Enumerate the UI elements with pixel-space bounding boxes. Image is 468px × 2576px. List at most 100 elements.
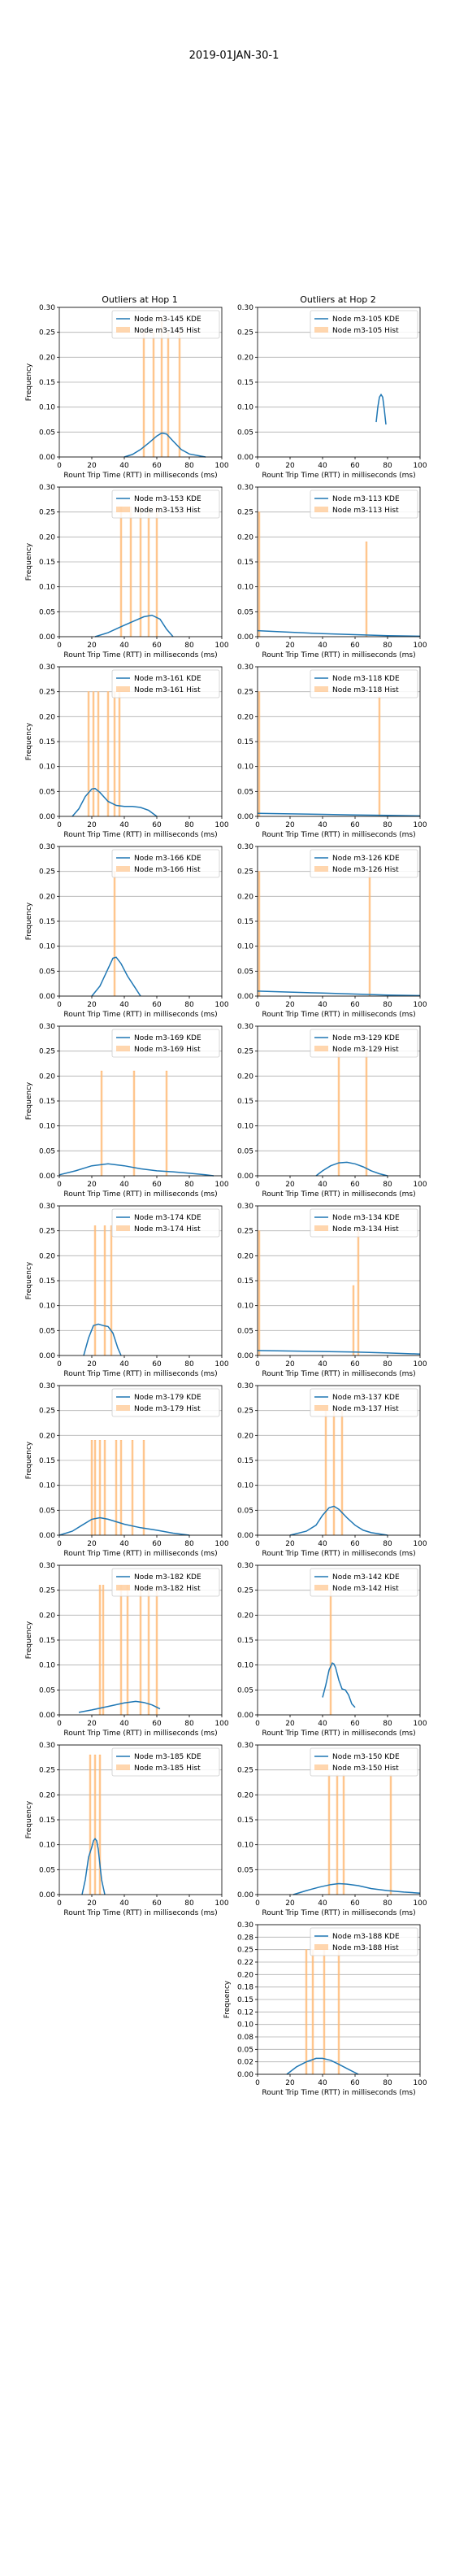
x-tick-label: 80 bbox=[383, 1001, 392, 1009]
legend-box bbox=[310, 849, 418, 878]
axes-frame bbox=[257, 486, 421, 637]
y-tick-label: 0.05 bbox=[237, 2046, 254, 2054]
legend-kde-label: Node m3-134 KDE bbox=[332, 1214, 400, 1222]
x-tick-label: 0 bbox=[57, 821, 62, 829]
y-tick-label: 0.30 bbox=[237, 304, 254, 312]
y-tick-label: 0.10 bbox=[237, 1123, 254, 1131]
y-tick-label: 0.25 bbox=[39, 868, 55, 877]
y-tick-label: 0.30 bbox=[237, 1203, 254, 1211]
axes-frame bbox=[257, 307, 421, 458]
x-tick-label: 60 bbox=[350, 1001, 360, 1009]
hist-bar bbox=[93, 1440, 97, 1536]
hist-bar bbox=[139, 507, 142, 637]
hist-bar bbox=[332, 1410, 336, 1536]
legend-hist-label: Node m3-137 Hist bbox=[332, 1405, 399, 1413]
y-tick-label: 0.15 bbox=[237, 738, 254, 746]
x-tick-label: 80 bbox=[184, 1899, 194, 1908]
hist-bar bbox=[142, 332, 145, 458]
x-tick-label: 100 bbox=[214, 821, 228, 829]
x-tick-label: 60 bbox=[152, 1720, 162, 1728]
y-tick-label: 0.25 bbox=[237, 689, 254, 697]
y-axis-label: Frequency bbox=[25, 1441, 33, 1479]
legend-box bbox=[111, 310, 220, 339]
hist-bar bbox=[258, 691, 261, 817]
y-tick-label: 0.00 bbox=[237, 633, 254, 642]
y-tick-label: 0.20 bbox=[39, 1612, 55, 1620]
subplot-1-4: 0.00 0.05 0.10 0.15 0.20 0.25 0.30 0 20 40 60 80 100… bbox=[237, 1023, 427, 1199]
legend-box bbox=[310, 1927, 418, 1956]
x-axis-label: Rount Trip Time (RTT) in milliseconds (m… bbox=[262, 1190, 415, 1199]
y-tick-label: 0.25 bbox=[39, 1228, 55, 1236]
hist-bar bbox=[103, 1440, 106, 1536]
hist-bar bbox=[167, 332, 170, 458]
y-tick-label: 0.20 bbox=[237, 1612, 254, 1620]
y-tick-label: 0.30 bbox=[39, 843, 55, 851]
y-tick-label: 0.05 bbox=[237, 788, 254, 796]
y-tick-label: 0.20 bbox=[39, 354, 55, 362]
kde-line bbox=[286, 2057, 359, 2075]
legend-kde-label: Node m3-174 KDE bbox=[134, 1214, 202, 1222]
hist-bar bbox=[305, 1949, 308, 2075]
x-tick-label: 80 bbox=[383, 1720, 392, 1728]
x-tick-label: 20 bbox=[285, 821, 295, 829]
legend-hist-label: Node m3-179 Hist bbox=[134, 1405, 201, 1413]
hist-bar bbox=[106, 691, 110, 817]
legend-box bbox=[111, 1747, 220, 1777]
x-tick-label: 40 bbox=[119, 1720, 129, 1728]
y-tick-label: 0.20 bbox=[237, 1791, 254, 1799]
y-tick-label: 0.00 bbox=[39, 1532, 55, 1540]
x-tick-label: 60 bbox=[350, 1540, 360, 1548]
kde-line bbox=[257, 990, 421, 997]
kde-line bbox=[289, 1505, 388, 1536]
legend-hist-swatch bbox=[116, 1764, 130, 1770]
y-tick-label: 0.00 bbox=[39, 1891, 55, 1899]
x-tick-label: 60 bbox=[152, 1001, 162, 1009]
y-axis-label: Frequency bbox=[25, 1800, 33, 1838]
x-tick-label: 40 bbox=[119, 1001, 129, 1009]
legend-hist-label: Node m3-169 Hist bbox=[134, 1046, 201, 1054]
x-tick-label: 100 bbox=[413, 2079, 427, 2087]
x-tick-label: 100 bbox=[214, 1899, 228, 1908]
x-tick-label: 100 bbox=[413, 462, 427, 470]
y-tick-label: 0.25 bbox=[39, 1408, 55, 1416]
subplot-1-7: 0.00 0.05 0.10 0.15 0.20 0.25 0.30 0 20 40 60 80 100… bbox=[237, 1562, 427, 1738]
kde-line bbox=[292, 1882, 421, 1895]
axes-frame bbox=[257, 1564, 421, 1716]
x-tick-label: 100 bbox=[214, 1720, 228, 1728]
x-tick-label: 40 bbox=[318, 2079, 327, 2087]
hist-bar bbox=[93, 1754, 97, 1895]
y-tick-label: 0.08 bbox=[237, 2034, 254, 2042]
y-tick-label: 0.15 bbox=[237, 1817, 254, 1825]
legend-hist-label: Node m3-134 Hist bbox=[332, 1225, 399, 1234]
y-tick-label: 0.00 bbox=[237, 1532, 254, 1540]
x-tick-label: 40 bbox=[318, 642, 327, 650]
legend-hist-label: Node m3-142 Hist bbox=[332, 1585, 399, 1593]
legend-hist-swatch bbox=[116, 1046, 130, 1051]
hist-bar bbox=[357, 1230, 360, 1356]
x-axis-label: Rount Trip Time (RTT) in milliseconds (m… bbox=[262, 1011, 415, 1019]
hist-bar bbox=[87, 691, 90, 817]
x-tick-label: 60 bbox=[152, 462, 162, 470]
kde-line bbox=[78, 1700, 161, 1713]
axes-frame bbox=[257, 1025, 421, 1177]
x-tick-label: 20 bbox=[87, 1181, 97, 1189]
x-tick-label: 0 bbox=[255, 1001, 260, 1009]
x-tick-label: 20 bbox=[285, 642, 295, 650]
y-tick-label: 0.05 bbox=[237, 968, 254, 976]
y-tick-label: 0.25 bbox=[237, 1408, 254, 1416]
legend-hist-swatch bbox=[116, 1405, 130, 1411]
hist-bar bbox=[113, 871, 116, 997]
y-tick-label: 0.15 bbox=[39, 1277, 55, 1286]
y-tick-label: 0.10 bbox=[237, 1303, 254, 1311]
y-tick-label: 0.20 bbox=[237, 893, 254, 901]
legend-kde-label: Node m3-145 KDE bbox=[134, 315, 202, 324]
x-axis-label: Rount Trip Time (RTT) in milliseconds (m… bbox=[262, 651, 415, 659]
y-tick-label: 0.00 bbox=[39, 993, 55, 1001]
x-tick-label: 20 bbox=[285, 1360, 295, 1368]
x-tick-label: 20 bbox=[285, 2079, 295, 2087]
y-tick-label: 0.15 bbox=[39, 1098, 55, 1106]
x-tick-label: 40 bbox=[119, 462, 129, 470]
y-tick-label: 0.12 bbox=[237, 2008, 254, 2017]
x-axis-label: Rount Trip Time (RTT) in milliseconds (m… bbox=[262, 472, 415, 480]
x-tick-label: 60 bbox=[152, 821, 162, 829]
